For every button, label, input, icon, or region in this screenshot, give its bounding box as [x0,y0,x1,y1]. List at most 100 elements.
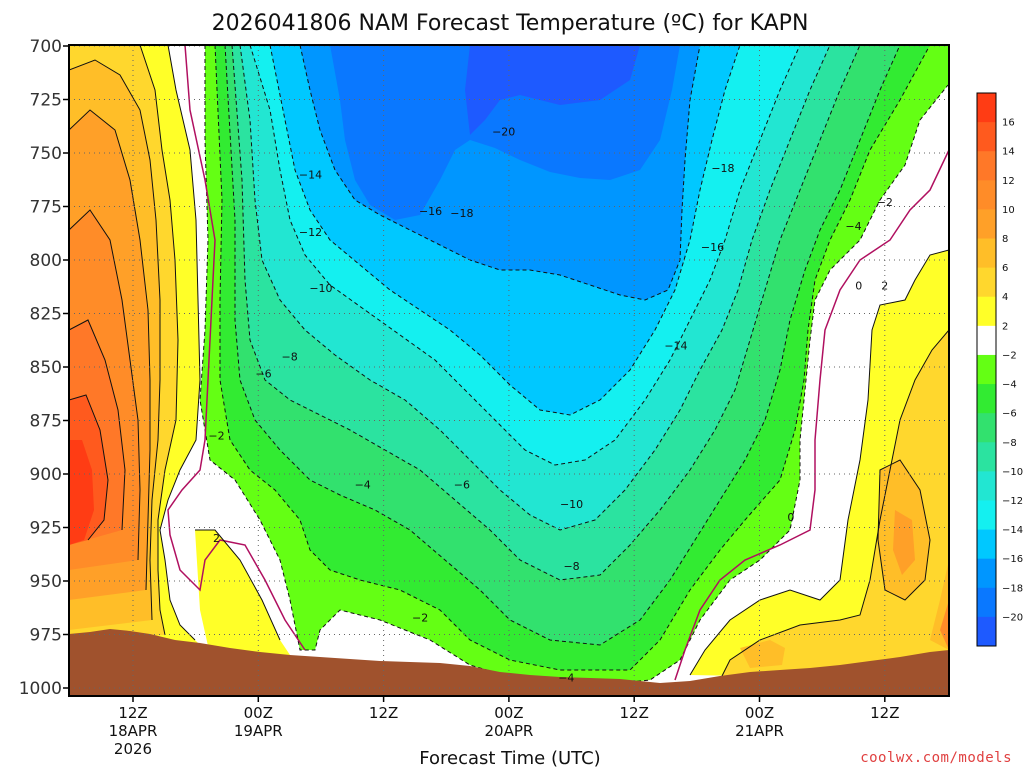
colorbar: 16 14 12 10 8 6 4 2 −2 −4 −6 −8 −10 −12 −14 −16 −18 −20 [976,92,1023,647]
contour-label: −2 [208,429,224,442]
y-tick-label: 950 [30,572,62,592]
contour-label: −8 [282,350,298,363]
y-tick-label: 925 [30,519,62,539]
contour-label: −16 [419,205,442,218]
contour-label: −6 [454,479,470,492]
x-tick-label-line1: 12Z [870,704,899,722]
y-tick-label: 850 [30,358,62,378]
colorbar-tick-label: 4 [1002,292,1008,303]
x-tick-label-line1: 00Z [244,704,273,722]
contour-label: 2 [213,532,220,545]
contour-lines-positive [69,45,949,681]
colorbar-tick-label: 12 [1002,176,1015,187]
y-tick-label: 800 [30,251,62,271]
contour-label: 2 [881,280,888,293]
colorbar-swatch [977,587,996,618]
plot-area [69,45,949,696]
y-tick-label: 725 [30,91,62,111]
x-tick-label-line1: 12Z [118,704,147,722]
y-tick-label: 750 [30,144,62,164]
colorbar-tick-label: −18 [1002,583,1023,594]
x-tick-label-line1: 00Z [494,704,523,722]
contour-label: −10 [309,282,332,295]
y-tick-label: 975 [30,626,62,646]
colorbar-swatch [977,267,996,298]
y-tick-label: 900 [30,465,62,485]
x-tick-label-line1: 12Z [369,704,398,722]
contour-label: −14 [299,168,322,181]
colorbar-swatch [977,529,996,560]
colorbar-swatch [977,325,996,356]
color-fill-warm-left-2b [195,530,290,655]
color-fill-warm-left-16 [69,440,94,545]
colorbar-swatch [977,500,996,531]
colorbar-swatch [977,122,996,152]
colorbar-swatch [977,384,996,414]
contour-label: −4 [845,220,861,233]
y-tick-label: 700 [30,37,62,57]
colorbar-swatch [977,354,996,385]
colorbar-swatch [977,180,996,210]
colorbar-swatch [977,209,996,240]
colorbar-tick-label: 8 [1002,234,1008,245]
colorbar-swatch [977,93,996,123]
colorbar-swatch [977,442,996,472]
colorbar-tick-label: −2 [1002,350,1017,361]
colorbar-swatch [977,558,996,589]
colorbar-tick-label: 14 [1002,147,1015,158]
contour-label: −14 [664,340,687,353]
x-tick-label-line1: 00Z [745,704,774,722]
contour-label: −4 [355,479,371,492]
colorbar-tick-label: −6 [1002,409,1017,420]
colorbar-tick-label: 2 [1002,321,1008,332]
colorbar-tick-label: −4 [1002,380,1017,391]
x-tick-label-line2: 19APR [234,722,283,740]
color-fill-warm-right-6c [740,640,785,668]
contour-line-zero [167,45,949,681]
contour-label: −12 [299,226,322,239]
x-tick-label-line2: 18APR [109,722,158,740]
source-credit: coolwx.com/models [860,750,1012,766]
y-tick-label: 875 [30,412,62,432]
contour-label: 0 [855,280,862,293]
colorbar-swatch [977,296,996,327]
colorbar-swatch [977,616,996,647]
y-tick-label: 825 [30,305,62,325]
colorbar-tick-label: −10 [1002,467,1023,478]
contour-label: −6 [255,367,271,380]
contour-label: −2 [877,196,893,209]
contour-label: −10 [560,498,583,511]
contour-label: 0 [787,511,794,524]
colorbar-swatch [977,471,996,501]
colorbar-tick-label: −16 [1002,554,1023,565]
colorbar-frame [976,92,997,647]
color-fill-warm-right-8 [893,510,915,575]
contour-labels: −20−18−18−16−16−14−14−12−10−10−8−8−6−6−4… [208,126,892,685]
colorbar-tick-label: −20 [1002,612,1023,623]
x-tick-label-line2: 20APR [484,722,533,740]
colorbar-tick-label: −8 [1002,438,1017,449]
y-tick-label: 775 [30,198,62,218]
colorbar-tick-label: 10 [1002,205,1015,216]
colorbar-tick-label: 6 [1002,263,1008,274]
y-tick-label: 1000 [19,679,62,699]
chart-title: 2026041806 NAM Forecast Temperature (ºC)… [212,11,809,36]
colorbar-tick-label: −14 [1002,525,1023,536]
contour-label: −18 [450,207,473,220]
x-tick-label-line2: 21APR [735,722,784,740]
x-tick-label-line3: 2026 [114,740,152,758]
colorbar-swatch [977,151,996,181]
contour-label: −16 [701,241,724,254]
color-fill-cold-20 [465,45,640,135]
x-axis-label: Forecast Time (UTC) [419,748,600,768]
y-axis: 700 725 750 775 800 825 850 875 900 925 950 975 1000 [19,37,69,699]
colorbar-swatch [977,238,996,269]
contour-label: −8 [563,560,579,573]
colorbar-swatch [977,413,996,443]
contour-label: −20 [492,126,515,139]
color-fill-warm-right-8b [940,600,949,650]
contour-label: −18 [711,162,734,175]
contour-lines-negative [199,45,949,686]
